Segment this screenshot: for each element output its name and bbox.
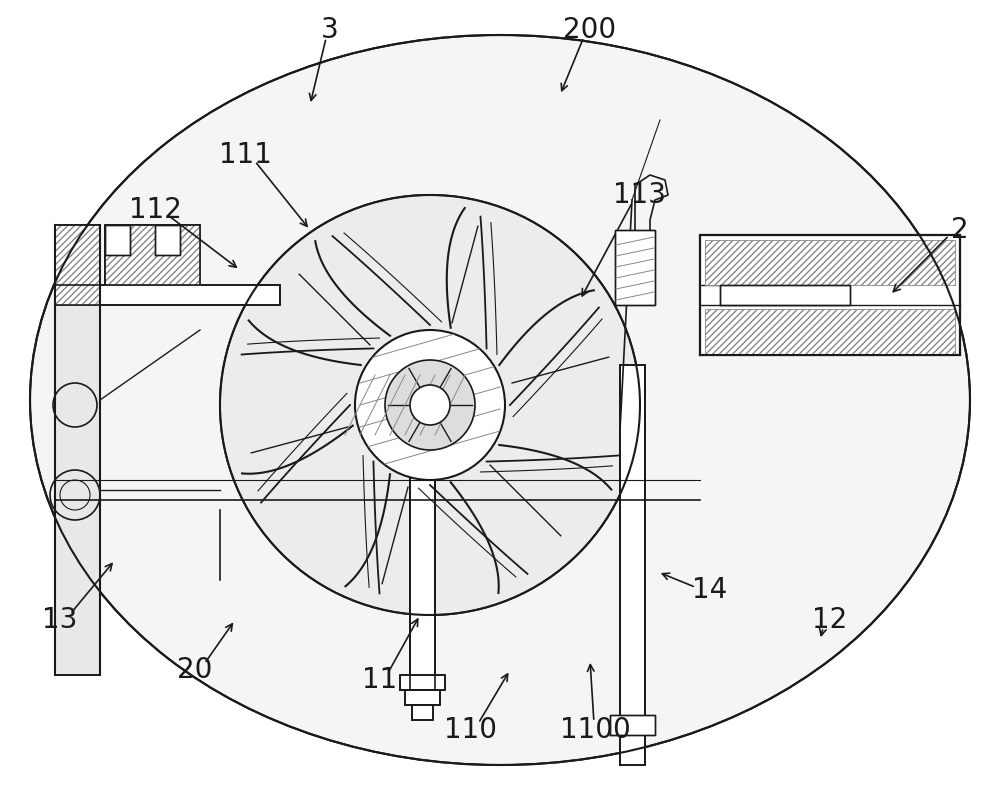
Polygon shape	[405, 690, 440, 705]
Text: 112: 112	[129, 196, 181, 224]
Polygon shape	[55, 225, 100, 675]
Text: 11: 11	[362, 666, 398, 694]
Bar	[705, 240, 955, 285]
Polygon shape	[400, 675, 445, 690]
Text: 1100: 1100	[560, 716, 630, 744]
Polygon shape	[155, 225, 180, 255]
Circle shape	[410, 385, 450, 425]
Polygon shape	[105, 225, 200, 285]
Bar	[105, 225, 200, 285]
Text: 200: 200	[563, 16, 617, 44]
Text: 110: 110	[444, 716, 497, 744]
Polygon shape	[105, 225, 130, 255]
Circle shape	[221, 196, 639, 614]
Text: 14: 14	[692, 576, 728, 604]
Polygon shape	[55, 285, 280, 305]
Text: 2: 2	[951, 216, 969, 244]
Polygon shape	[620, 365, 645, 765]
Polygon shape	[410, 400, 435, 690]
Polygon shape	[615, 230, 655, 305]
Text: 12: 12	[812, 606, 848, 634]
Text: 20: 20	[177, 656, 213, 684]
Ellipse shape	[31, 36, 969, 764]
Bar	[705, 309, 955, 354]
Circle shape	[355, 330, 505, 480]
Polygon shape	[720, 285, 850, 305]
Polygon shape	[700, 235, 960, 355]
Circle shape	[385, 360, 475, 450]
Bar	[55, 225, 100, 305]
Polygon shape	[412, 705, 433, 720]
Text: 13: 13	[42, 606, 78, 634]
Text: 3: 3	[321, 16, 339, 44]
Text: 111: 111	[219, 141, 271, 169]
Polygon shape	[610, 715, 655, 735]
Text: 113: 113	[614, 181, 666, 209]
